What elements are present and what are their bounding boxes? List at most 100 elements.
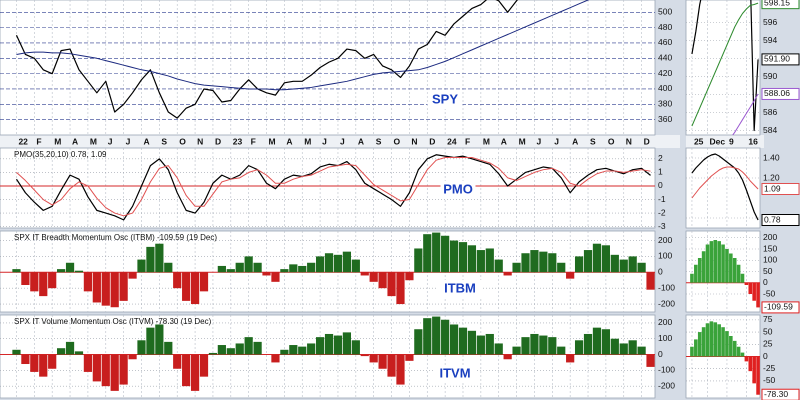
y-tick-label: 500 <box>658 7 672 17</box>
bar <box>199 354 209 377</box>
bar <box>280 349 289 355</box>
panel-title: SPX IT Volume Momentum Osc (ITVM) -78.30… <box>14 317 212 326</box>
bar <box>449 324 459 355</box>
x-tick-label: M <box>519 136 526 146</box>
bar <box>521 253 530 273</box>
plot-area <box>686 231 760 312</box>
y-tick-label: 440 <box>658 53 672 63</box>
bar <box>740 273 745 283</box>
x-tick-label: A <box>572 136 578 146</box>
bar <box>387 354 396 377</box>
value-label-box <box>761 214 800 226</box>
bar <box>725 331 729 357</box>
bar <box>694 264 698 283</box>
y-tick-label: 0 <box>658 180 663 190</box>
panel-tag-box <box>433 365 477 383</box>
bar <box>83 354 93 372</box>
bar <box>164 341 173 355</box>
x-tick-label: O <box>394 136 401 146</box>
bar <box>271 272 280 282</box>
bar <box>128 272 137 279</box>
bar <box>65 262 75 273</box>
bar <box>74 270 84 273</box>
value-label: 1.09 <box>764 183 781 193</box>
bar <box>690 346 694 357</box>
bar <box>476 250 485 273</box>
bar <box>441 319 450 355</box>
bar <box>694 339 698 357</box>
bar <box>190 354 200 391</box>
y-tick-label: 1.40 <box>763 152 780 162</box>
x-tick-label: N <box>626 136 632 146</box>
bar <box>414 248 423 273</box>
panel <box>685 147 761 229</box>
x-tick-label: A <box>72 136 78 146</box>
bar <box>244 256 253 273</box>
panel-tag: ITVM <box>439 365 470 380</box>
bar <box>619 343 628 355</box>
bar <box>190 272 200 305</box>
x-tick-label: 24 <box>447 136 457 146</box>
bar <box>414 329 423 355</box>
x-tick-label: J <box>126 136 131 146</box>
y-tick-label: -3 <box>658 221 666 231</box>
bar <box>432 316 441 355</box>
x-tick-label: F <box>36 136 41 146</box>
y-tick-label: 200 <box>658 317 672 327</box>
bar <box>137 340 146 355</box>
x-tick-label: S <box>376 136 382 146</box>
bar <box>583 333 593 355</box>
y-tick-label: 1.20 <box>763 172 780 182</box>
bar <box>423 234 432 273</box>
bar <box>244 337 253 355</box>
bar <box>262 272 271 276</box>
value-label: 598.15 <box>764 0 790 7</box>
x-tick-label: A <box>501 136 507 146</box>
bar <box>146 327 155 355</box>
y-tick-label: 2 <box>658 153 663 163</box>
bar <box>557 346 566 355</box>
panel-title: PMO(35,20,10) 0.78, 1.09 <box>14 150 107 159</box>
bar <box>705 244 710 283</box>
bar <box>637 346 646 355</box>
bar <box>110 272 119 308</box>
bar <box>752 356 756 384</box>
bar <box>494 343 503 355</box>
y-tick-label: -200 <box>658 298 675 308</box>
bar <box>289 345 298 355</box>
bar <box>709 241 714 283</box>
bar <box>369 272 378 282</box>
bar <box>503 354 512 360</box>
x-tick-label: J <box>322 136 327 146</box>
bar <box>92 272 101 303</box>
bar <box>351 340 360 355</box>
bar <box>119 354 128 385</box>
bar <box>164 262 173 273</box>
bar <box>155 243 164 273</box>
x-tick-label: F <box>251 136 256 146</box>
value-label: 588.06 <box>764 88 790 98</box>
bar <box>253 262 262 273</box>
bar <box>271 354 280 363</box>
bar <box>280 269 289 273</box>
bar <box>30 272 39 292</box>
bar <box>137 259 146 273</box>
bar <box>697 332 702 357</box>
plot-area <box>0 315 655 398</box>
bar <box>333 335 343 355</box>
bar <box>721 244 725 283</box>
bar <box>315 256 325 273</box>
bar <box>709 321 714 357</box>
bar <box>610 338 619 355</box>
bar <box>729 253 733 283</box>
bar <box>539 251 548 273</box>
bar <box>748 356 753 372</box>
y-tick-label: 420 <box>658 68 672 78</box>
y-tick-label: -25 <box>763 363 776 373</box>
series-line <box>16 156 651 217</box>
bar <box>226 348 235 355</box>
bar <box>628 340 637 355</box>
x-tick-label: 16 <box>748 136 758 146</box>
panel-tag-box <box>440 181 476 199</box>
series-line <box>732 93 759 135</box>
